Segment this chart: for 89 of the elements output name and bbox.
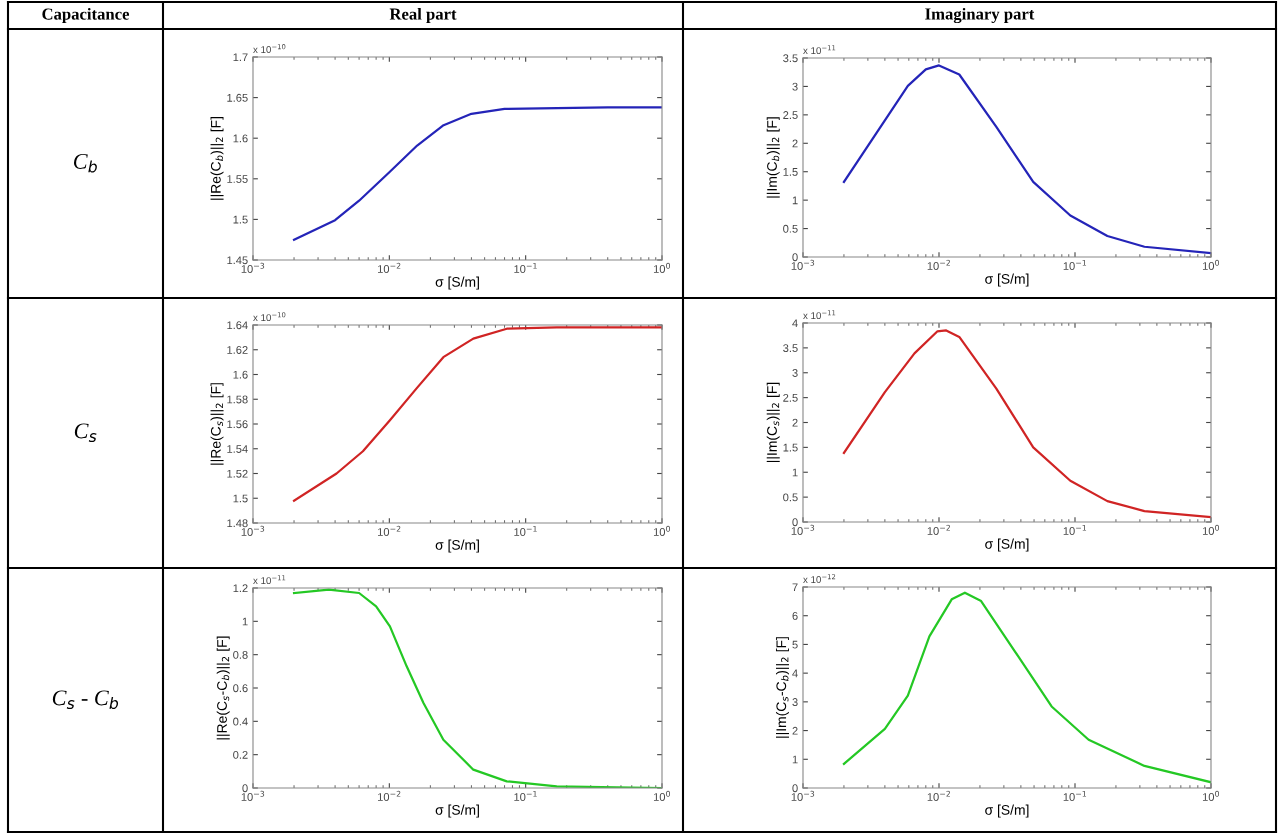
x-tick-label: 10$^{0}$ [1202,524,1220,535]
y-axis-title: ||Re(C$_{s}$-C$_{b}$)||$_{2}$ [F] [216,636,230,740]
y-tick-label: 1.7 [233,53,248,62]
y-tick-label: 1.2 [233,584,248,593]
x-tick-label: 10$^{0}$ [653,262,671,273]
y-tick-label: 4 [792,319,798,328]
y-tick-label: 1.6 [233,134,248,143]
y-tick-label: 1.65 [227,93,248,102]
x-tick-label: 10$^{−1}$ [514,525,537,536]
y-tick-label: 3 [792,698,798,706]
x-tick-label: 10$^{−1}$ [1063,524,1087,535]
x-tick-label: 10$^{−1}$ [1063,790,1087,801]
y-tick-label: 0.6 [233,684,248,693]
x-axis-title: σ [S/m] [985,273,1029,287]
x-tick-label: 10$^{0}$ [1202,790,1220,801]
y-axis-title: ||Re(C$_{s}$)||$_{2}$ [F] [210,383,224,465]
y-tick-label: 6 [792,611,798,620]
y-tick-label: 1 [792,755,798,764]
y-tick-label: 3 [792,82,798,91]
y-tick-label: 1.5 [783,168,798,176]
y-tick-label: 7 [792,583,798,592]
y-tick-label: 1 [242,617,248,626]
y-tick-label: 1.5 [233,494,248,503]
y-tick-label: 0 [792,253,798,262]
text: x 10$^{−12}$ [803,574,836,583]
y-tick-label: 3.5 [783,54,798,63]
x-axis-title: σ [S/m] [435,276,479,290]
x-axis-title: σ [S/m] [985,804,1029,818]
y-tick-label: 1.6 [233,370,248,379]
x-tick-label: 10$^{−2}$ [378,790,401,801]
y-tick-label: 1.5 [233,215,248,224]
y-tick-label: 1.58 [227,395,248,404]
x-tick-label: 10$^{−2}$ [927,259,950,270]
y-tick-label: 0 [792,784,798,793]
y-tick-label: 2 [792,726,798,735]
x-tick-label: 10$^{−1}$ [514,790,537,801]
text: C$_{s}$ - C$_{b}$ [52,690,119,710]
y-axis-title: ||Im(C$_{s}$)||$_{2}$ [F] [766,382,780,463]
y-tick-label: 0.8 [233,650,248,659]
x-tick-label: 10$^{0}$ [1202,259,1220,270]
y-tick-label: 3 [792,369,798,377]
y-tick-label: 0.5 [783,224,798,233]
text: x 10$^{−10}$ [253,44,286,53]
y-axis-title: ||Im(C$_{s}$-C$_{b}$)||$_{2}$ [F] [775,637,789,738]
y-tick-label: 2.5 [783,111,798,119]
text: Real part [389,7,457,24]
y-tick-label: 1.48 [227,519,248,528]
y-tick-label: 0 [792,518,798,527]
x-tick-label: 10$^{0}$ [653,525,671,536]
x-tick-label: 10$^{0}$ [653,790,671,801]
y-axis-title: ||Re(C$_{b}$)||$_{2}$ [F] [210,117,224,200]
x-tick-label: 10$^{−2}$ [927,790,950,801]
y-tick-label: 2 [792,139,798,148]
y-tick-label: 0.5 [783,493,798,502]
x-tick-label: 10$^{−1}$ [514,262,537,273]
x-tick-label: 10$^{−2}$ [378,262,401,273]
y-tick-label: 5 [792,640,798,649]
text: C$_{b}$ [73,153,97,173]
x-tick-label: 10$^{−1}$ [1063,259,1087,270]
y-tick-label: 1 [792,196,798,205]
y-tick-label: 1 [792,468,798,477]
y-tick-label: 1.62 [227,346,248,354]
x-axis-title: σ [S/m] [435,539,479,553]
y-tick-label: 0.4 [233,717,248,726]
y-tick-label: 2.5 [783,393,798,402]
y-tick-label: 1.54 [227,445,248,453]
y-tick-label: 1.52 [227,469,248,478]
x-tick-label: 10$^{−2}$ [378,525,401,536]
y-axis-title: ||Im(C$_{b}$)||$_{2}$ [F] [766,117,780,198]
y-tick-label: 2 [792,418,798,427]
x-tick-label: 10$^{−2}$ [927,524,950,535]
text: x 10$^{−11}$ [253,575,286,585]
text: x 10$^{−11}$ [803,45,836,55]
y-tick-label: 1.45 [227,256,248,265]
y-tick-label: 1.5 [783,443,798,452]
y-tick-label: 1.64 [227,321,248,330]
y-tick-label: 4 [792,669,798,678]
text: Imaginary part [925,7,1035,24]
text: x 10$^{−10}$ [253,312,286,322]
text: Capacitance [42,7,130,24]
text: x 10$^{−11}$ [803,310,836,320]
y-tick-label: 1.56 [227,420,248,429]
y-tick-label: 0 [242,784,248,793]
x-axis-title: σ [S/m] [985,538,1029,552]
text: C$_{s}$ [74,423,97,443]
y-tick-label: 1.55 [227,175,248,183]
y-tick-label: 0.2 [233,750,248,759]
x-axis-title: σ [S/m] [435,804,479,818]
y-tick-label: 3.5 [783,344,798,353]
